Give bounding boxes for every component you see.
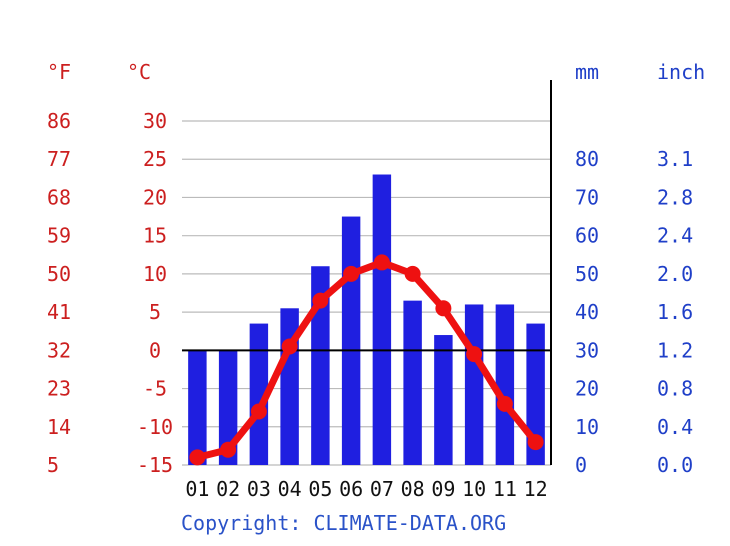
precipitation-bar [188, 350, 207, 465]
mm-tick-label: 0 [575, 453, 587, 477]
temperature-point [435, 300, 452, 317]
axis-tick-labels: 302520151050-5-10-1586776859504132231458… [47, 109, 693, 501]
celsius-tick-label: 30 [143, 109, 167, 133]
inch-tick-label: 3.1 [657, 147, 693, 171]
precipitation-bar [434, 335, 453, 465]
fahrenheit-tick-label: 32 [47, 338, 71, 362]
celsius-tick-label: 20 [143, 185, 167, 209]
celsius-tick-label: 25 [143, 147, 167, 171]
month-tick-label: 06 [339, 477, 363, 501]
celsius-tick-label: -10 [137, 415, 173, 439]
temperature-point [466, 346, 483, 363]
mm-tick-label: 50 [575, 262, 599, 286]
inch-tick-label: 1.6 [657, 300, 693, 324]
temperature-point [281, 338, 298, 355]
mm-tick-label: 20 [575, 377, 599, 401]
temperature-point [373, 254, 390, 271]
temperature-series [189, 254, 544, 466]
mm-tick-label: 60 [575, 224, 599, 248]
temperature-line [193, 258, 540, 461]
fahrenheit-tick-label: 86 [47, 109, 71, 133]
inch-tick-label: 0.8 [657, 377, 693, 401]
precipitation-bar [495, 304, 515, 465]
fahrenheit-tick-label: 77 [47, 147, 71, 171]
month-tick-label: 07 [370, 477, 394, 501]
month-tick-label: 09 [431, 477, 455, 501]
precipitation-bar [526, 323, 545, 465]
temperature-point [343, 265, 360, 282]
precipitation-bar [464, 304, 484, 465]
fahrenheit-tick-label: 50 [47, 262, 71, 286]
temperature-point [527, 434, 544, 451]
temperature-point [496, 395, 513, 412]
precipitation-bar [311, 266, 330, 465]
month-tick-label: 04 [278, 477, 302, 501]
month-tick-label: 03 [247, 477, 271, 501]
mm-tick-label: 70 [575, 185, 599, 209]
temperature-point [189, 449, 206, 466]
month-tick-label: 10 [462, 477, 486, 501]
celsius-tick-label: -15 [137, 453, 173, 477]
month-tick-label: 01 [185, 477, 209, 501]
precipitation-bar [218, 350, 238, 465]
precipitation-bar [249, 323, 269, 465]
fahrenheit-tick-label: 68 [47, 185, 71, 209]
inch-tick-label: 0.4 [657, 415, 693, 439]
celsius-tick-label: 0 [149, 338, 161, 362]
mm-tick-label: 30 [575, 338, 599, 362]
precipitation-bar [341, 216, 361, 465]
inch-tick-label: 2.4 [657, 224, 693, 248]
fahrenheit-tick-label: 23 [47, 377, 71, 401]
precipitation-bar [403, 300, 422, 465]
unit-fahrenheit-label: °F [47, 60, 71, 84]
unit-inch-label: inch [657, 60, 705, 84]
month-tick-label: 11 [493, 477, 517, 501]
mm-tick-label: 40 [575, 300, 599, 324]
inch-tick-label: 1.2 [657, 338, 693, 362]
inch-tick-label: 2.8 [657, 185, 693, 209]
month-tick-label: 02 [216, 477, 240, 501]
month-tick-label: 12 [524, 477, 548, 501]
temperature-point [404, 265, 421, 282]
mm-tick-label: 80 [575, 147, 599, 171]
celsius-tick-label: -5 [143, 377, 167, 401]
celsius-tick-label: 5 [149, 300, 161, 324]
temperature-point [250, 403, 267, 420]
inch-tick-label: 0.0 [657, 453, 693, 477]
inch-tick-label: 2.0 [657, 262, 693, 286]
fahrenheit-tick-label: 59 [47, 224, 71, 248]
temperature-point [220, 441, 237, 458]
copyright-text: Copyright: CLIMATE-DATA.ORG [181, 511, 506, 535]
fahrenheit-tick-label: 41 [47, 300, 71, 324]
precipitation-bar [372, 174, 392, 465]
unit-celsius-label: °C [127, 60, 151, 84]
fahrenheit-tick-label: 5 [47, 453, 59, 477]
month-tick-label: 08 [401, 477, 425, 501]
unit-mm-label: mm [575, 60, 599, 84]
temperature-point [312, 292, 329, 309]
celsius-tick-label: 15 [143, 224, 167, 248]
precipitation-bars [188, 174, 545, 465]
month-tick-label: 05 [308, 477, 332, 501]
celsius-tick-label: 10 [143, 262, 167, 286]
mm-tick-label: 10 [575, 415, 599, 439]
fahrenheit-tick-label: 14 [47, 415, 71, 439]
